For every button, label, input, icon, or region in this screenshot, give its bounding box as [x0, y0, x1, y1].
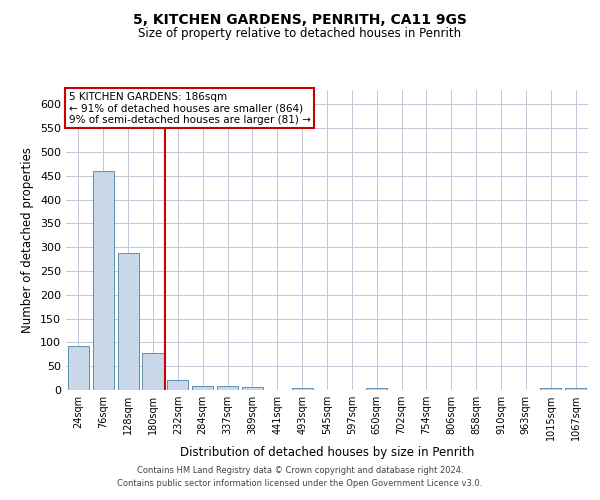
Text: Contains HM Land Registry data © Crown copyright and database right 2024.
Contai: Contains HM Land Registry data © Crown c…: [118, 466, 482, 487]
Text: 5 KITCHEN GARDENS: 186sqm
← 91% of detached houses are smaller (864)
9% of semi-: 5 KITCHEN GARDENS: 186sqm ← 91% of detac…: [68, 92, 310, 124]
Bar: [565, 388, 586, 390]
Text: 5, KITCHEN GARDENS, PENRITH, CA11 9GS: 5, KITCHEN GARDENS, PENRITH, CA11 9GS: [133, 12, 467, 26]
Bar: [118, 254, 139, 390]
Bar: [93, 171, 114, 390]
Bar: [242, 386, 263, 390]
Text: Size of property relative to detached houses in Penrith: Size of property relative to detached ho…: [139, 28, 461, 40]
Bar: [217, 386, 238, 390]
Bar: [540, 388, 561, 390]
X-axis label: Distribution of detached houses by size in Penrith: Distribution of detached houses by size …: [180, 446, 474, 459]
Bar: [292, 388, 313, 390]
Bar: [167, 380, 188, 390]
Y-axis label: Number of detached properties: Number of detached properties: [22, 147, 34, 333]
Bar: [192, 386, 213, 390]
Bar: [68, 346, 89, 390]
Bar: [142, 354, 164, 390]
Bar: [366, 388, 387, 390]
